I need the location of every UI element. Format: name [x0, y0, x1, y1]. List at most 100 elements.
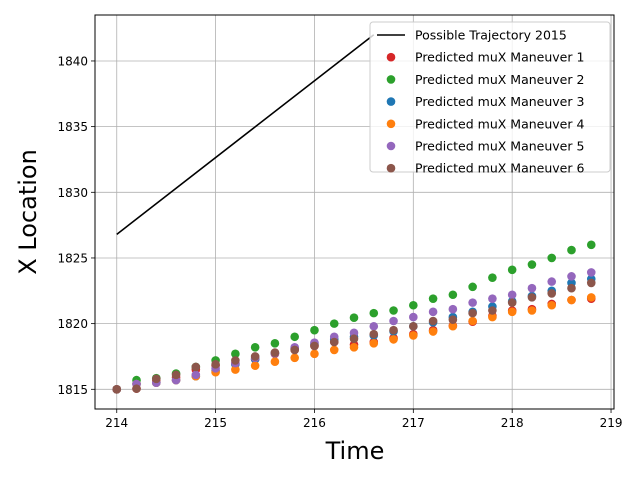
data-point [448, 321, 458, 331]
data-point [329, 345, 339, 355]
data-point [468, 298, 477, 307]
data-point [369, 308, 379, 318]
data-point [586, 293, 596, 302]
data-point [270, 357, 280, 367]
data-point [250, 361, 260, 370]
data-point [310, 349, 319, 359]
data-point [329, 319, 339, 328]
data-point [211, 360, 220, 369]
axis-ticks: 214 215 216 217 218 219 1815 1820 1825 1830 1835 18… [57, 54, 622, 430]
series-5 [112, 268, 596, 394]
data-point [389, 325, 398, 335]
data-point [349, 313, 359, 323]
data-point [310, 341, 319, 351]
data-point [547, 253, 557, 263]
data-point [428, 307, 438, 317]
legend-marker [386, 97, 396, 106]
y-tick-label: 1815 [57, 383, 88, 397]
legend: Possible Trajectory 2015 Predicted muX Ma… [369, 21, 611, 176]
data-point [290, 345, 299, 355]
x-tick-label: 216 [303, 416, 326, 430]
data-point [349, 334, 359, 344]
y-tick-label: 1830 [57, 186, 88, 200]
legend-marker [386, 141, 396, 151]
data-point [488, 312, 497, 322]
legend-marker [386, 52, 396, 62]
y-tick-label: 1820 [57, 317, 88, 331]
data-point [231, 349, 240, 359]
y-tick-label: 1825 [57, 251, 88, 265]
series-6 [112, 278, 596, 394]
data-point [270, 339, 280, 348]
legend-box [369, 21, 611, 173]
series-2 [112, 240, 596, 394]
series-4 [112, 293, 596, 394]
data-point [428, 327, 438, 336]
data-point [409, 300, 418, 310]
data-point [191, 370, 201, 380]
legend-label: Predicted muX Maneuver 1 [415, 50, 584, 65]
data-point [488, 294, 497, 303]
data-point [586, 278, 596, 288]
data-point [409, 331, 418, 340]
data-point [409, 312, 418, 322]
data-point [567, 295, 576, 305]
points-layer [112, 240, 596, 394]
data-point [507, 290, 517, 300]
x-tick-label: 215 [204, 416, 227, 430]
data-point [310, 325, 319, 335]
data-point [468, 308, 477, 318]
x-tick-label: 219 [600, 416, 623, 430]
data-point [586, 240, 596, 250]
data-point [547, 300, 557, 310]
data-point [270, 348, 280, 357]
data-point [507, 298, 517, 307]
data-point [527, 283, 537, 293]
data-point [547, 277, 557, 286]
data-point [349, 328, 359, 338]
legend-label: Predicted muX Maneuver 2 [415, 72, 584, 87]
data-point [468, 282, 477, 292]
plot-frame [94, 14, 615, 410]
data-point [250, 342, 260, 352]
data-point [349, 342, 359, 352]
data-point [468, 316, 477, 326]
legend-label: Predicted muX Maneuver 3 [415, 94, 584, 109]
x-tick-label: 214 [105, 416, 128, 430]
trajectory-layer [116, 34, 375, 235]
data-point [567, 245, 576, 255]
legend-label: Predicted muX Maneuver 6 [415, 161, 584, 176]
data-point [329, 337, 339, 347]
data-point [409, 321, 418, 331]
data-point [191, 362, 201, 372]
data-point [567, 272, 576, 281]
data-point [586, 268, 596, 277]
data-point [171, 370, 181, 380]
data-point [231, 356, 240, 365]
legend-marker [386, 119, 396, 129]
legend-label: Predicted muX Maneuver 5 [415, 139, 584, 154]
data-point [488, 306, 497, 315]
data-point [132, 384, 141, 393]
data-point [369, 329, 379, 339]
legend-marker [386, 75, 396, 84]
x-axis-label: Time [325, 437, 385, 465]
data-point [448, 315, 458, 324]
data-point [369, 321, 379, 331]
data-point [428, 316, 438, 326]
data-point [527, 293, 537, 302]
data-point [527, 306, 537, 315]
data-point [389, 316, 398, 326]
data-point [369, 339, 379, 348]
data-point [151, 374, 161, 384]
data-point [231, 365, 240, 374]
legend-label: Predicted muX Maneuver 4 [415, 116, 584, 131]
x-tick-label: 217 [402, 416, 425, 430]
data-point [389, 335, 398, 344]
data-point [488, 273, 497, 282]
data-point [448, 290, 458, 300]
data-point [547, 289, 557, 298]
x-tick-label: 218 [501, 416, 524, 430]
